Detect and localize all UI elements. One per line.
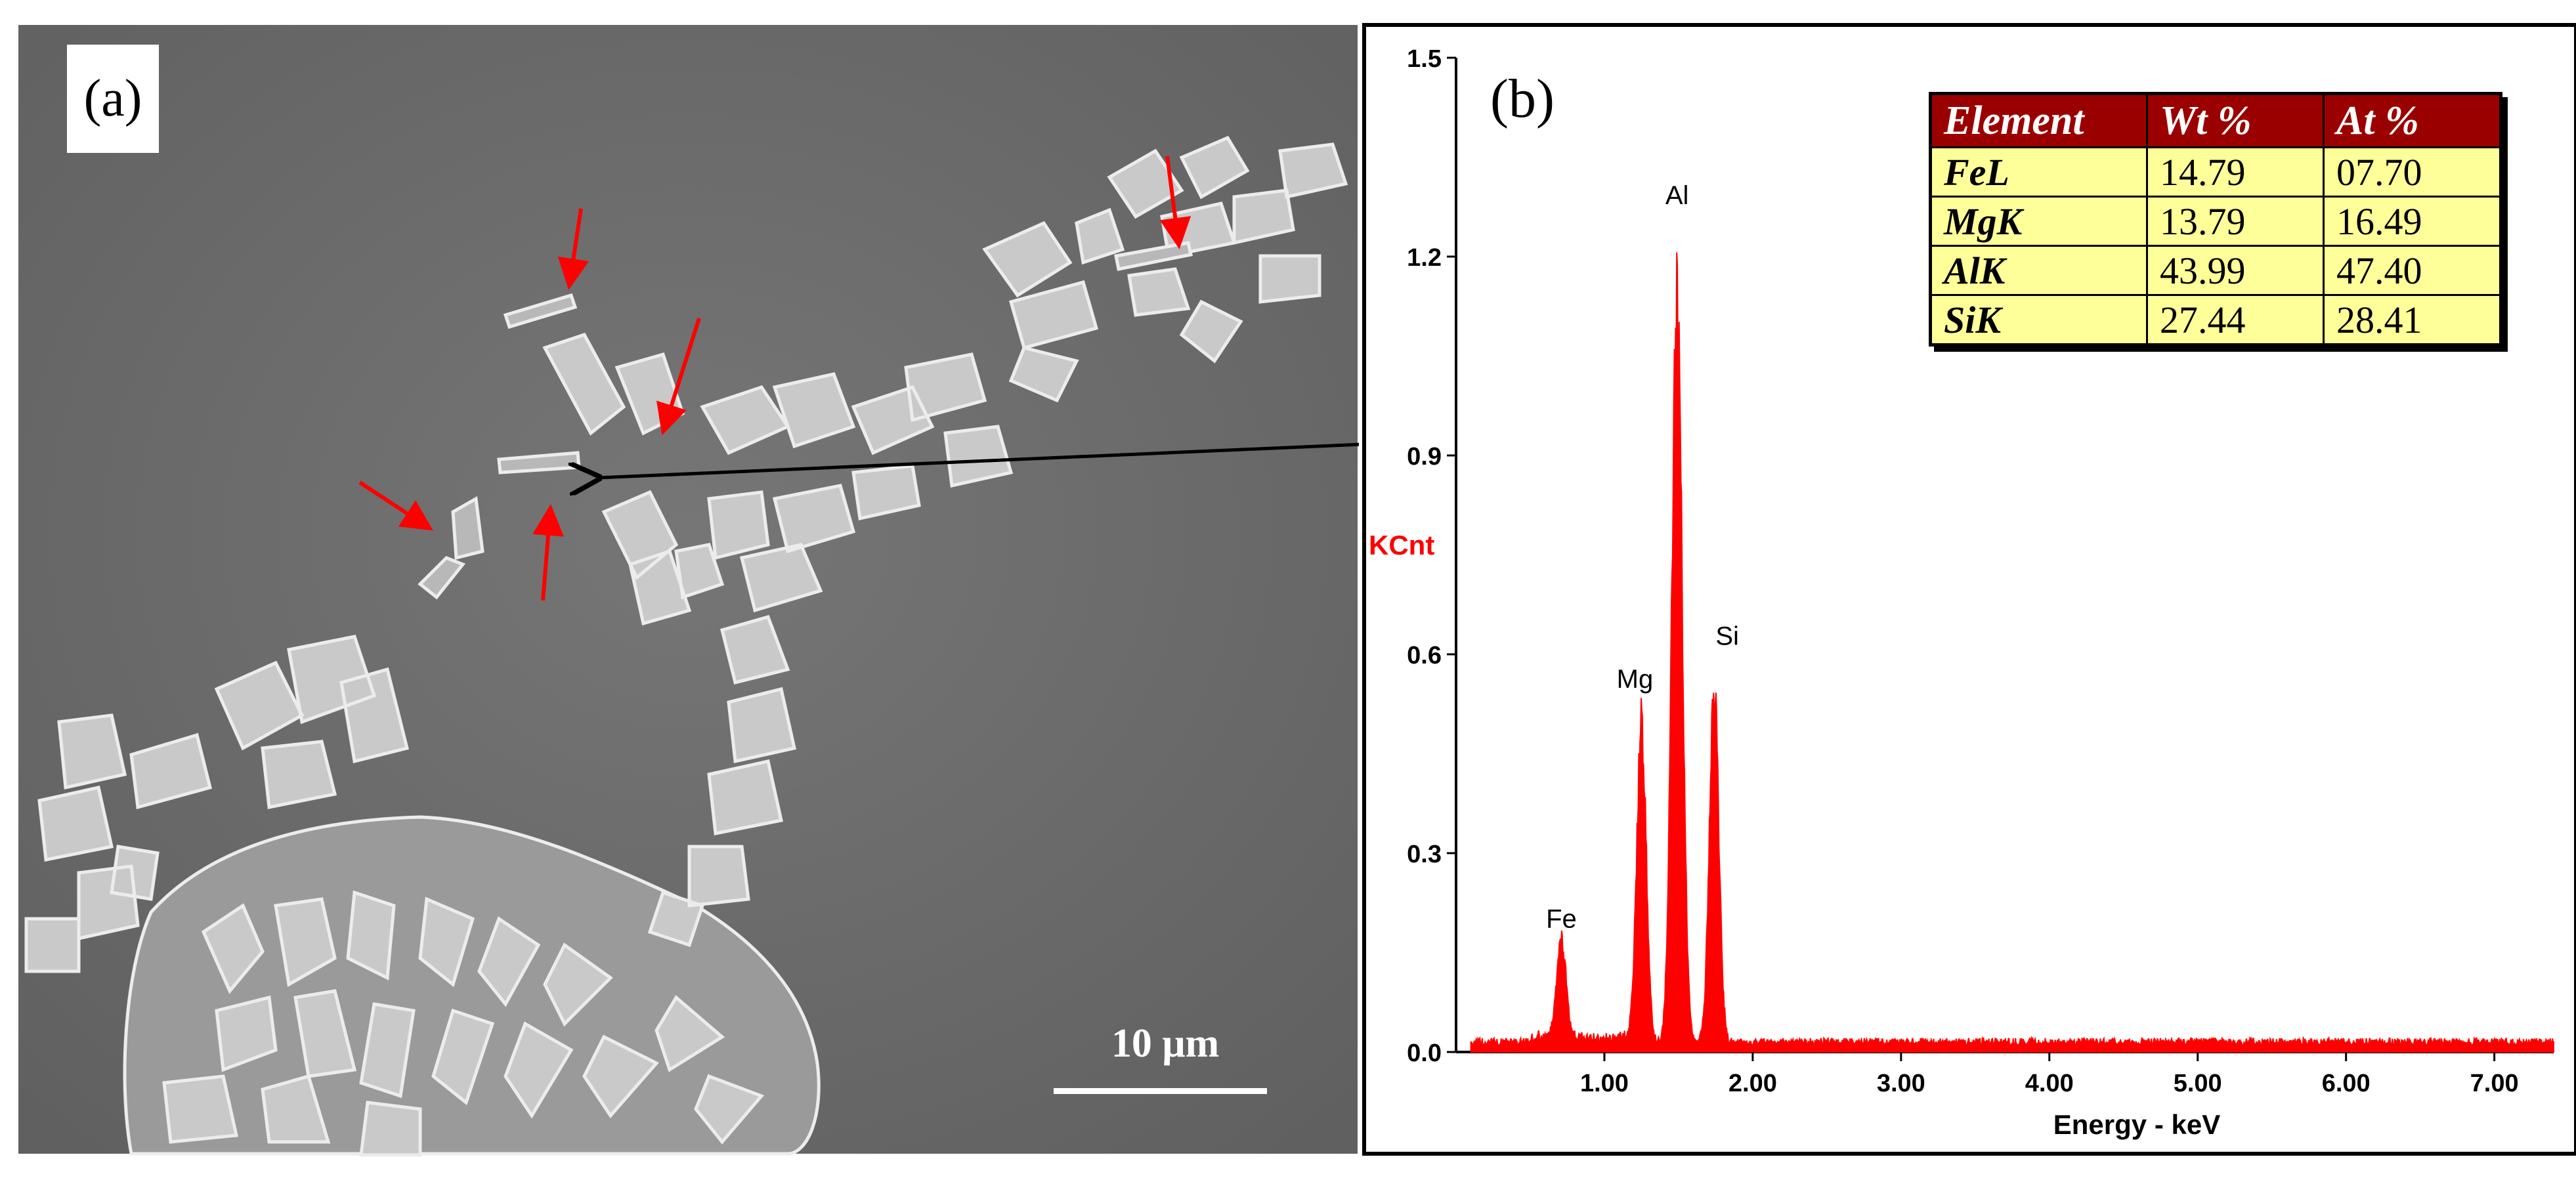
x-tick-label: 1.00 xyxy=(1580,1070,1629,1097)
eds-peak-labels: Fe Mg Al Si xyxy=(1546,181,1739,934)
cell-wt: 27.44 xyxy=(2146,294,2325,346)
cell-at: 28.41 xyxy=(2323,294,2502,346)
cell-at: 16.49 xyxy=(2323,196,2502,247)
peak-label-fe: Fe xyxy=(1546,904,1577,933)
spectrum-trace xyxy=(1470,252,2554,1053)
x-tick-label: 3.00 xyxy=(1877,1070,1925,1097)
cell-element: FeL xyxy=(1929,146,2148,198)
cell-element: SiK xyxy=(1929,294,2148,346)
peak-label-al: Al xyxy=(1665,181,1689,210)
header-wt: Wt % xyxy=(2146,93,2325,148)
cell-at: 07.70 xyxy=(2323,146,2502,198)
cell-element: AlK xyxy=(1929,245,2148,296)
panel-a-label: (a) xyxy=(67,45,159,153)
cell-wt: 14.79 xyxy=(2146,146,2325,198)
header-at: At % xyxy=(2323,93,2502,148)
peak-label-mg: Mg xyxy=(1617,665,1654,694)
scale-bar-label: 10 μm xyxy=(1111,1021,1220,1066)
cell-wt: 43.99 xyxy=(2146,245,2325,296)
x-tick-label: 2.00 xyxy=(1728,1070,1777,1097)
x-tick-label: 5.00 xyxy=(2174,1070,2222,1097)
eds-panel-frame xyxy=(1362,23,2576,1156)
panel-b-label: (b) xyxy=(1490,68,1555,129)
red-arrows xyxy=(358,156,1191,601)
eds-ticks: 0.0 0.3 0.6 0.9 1.2 1.5 1.00 2.00 3.00 4.00 5.00 6.… xyxy=(1407,45,2518,1097)
cell-wt: 13.79 xyxy=(2146,196,2325,247)
table-row: AlK 43.99 47.40 xyxy=(1929,245,2502,296)
cell-at: 47.40 xyxy=(2323,245,2502,296)
eds-pointer-arrow xyxy=(599,442,1359,478)
x-tick-label: 6.00 xyxy=(2322,1070,2371,1097)
sem-image xyxy=(18,25,1359,1157)
peak-label-si: Si xyxy=(1715,621,1739,650)
table-row: SiK 27.44 28.41 xyxy=(1929,294,2502,346)
x-tick-label: 4.00 xyxy=(2025,1070,2074,1097)
header-element: Element xyxy=(1929,93,2148,148)
y-tick-label: 0.9 xyxy=(1407,443,1442,471)
y-tick-label: 1.2 xyxy=(1407,244,1442,272)
table-header-row: Element Wt % At % xyxy=(1929,93,2502,148)
cell-element: MgK xyxy=(1929,196,2148,247)
x-axis-label: Energy - keV xyxy=(2053,1109,2220,1140)
x-tick-label: 7.00 xyxy=(2470,1070,2519,1097)
y-tick-label: 0.0 xyxy=(1407,1040,1442,1067)
composition-table: Element Wt % At % FeL 14.79 07.70 MgK 13… xyxy=(1929,92,2502,347)
sem-micrograph: (a) 10 μm xyxy=(18,25,1359,1157)
y-axis-label: KCnt xyxy=(1369,530,1434,560)
table-row: MgK 13.79 16.49 xyxy=(1929,196,2502,247)
y-tick-label: 0.3 xyxy=(1407,841,1442,868)
y-tick-label: 0.6 xyxy=(1407,642,1442,669)
scale-bar xyxy=(1054,1088,1267,1094)
table-row: FeL 14.79 07.70 xyxy=(1929,146,2502,198)
y-tick-label: 1.5 xyxy=(1407,45,1442,73)
